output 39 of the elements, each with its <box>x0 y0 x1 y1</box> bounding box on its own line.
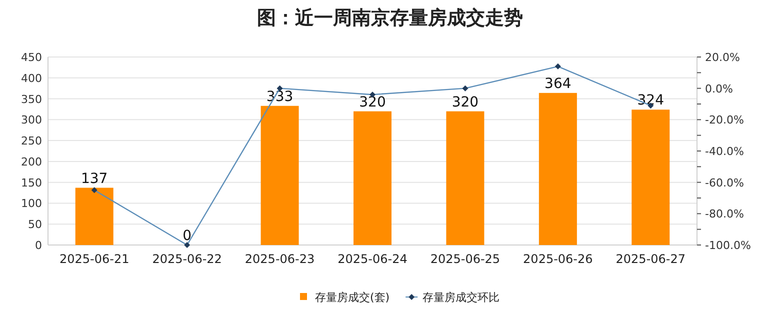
x-tick-label: 2025-06-23 <box>244 252 315 266</box>
y-tick-label: 250 <box>21 134 42 148</box>
x-tick-label: 2025-06-25 <box>430 252 500 266</box>
y2-tick-label: -80.0% <box>705 208 744 221</box>
bar <box>446 111 484 245</box>
data-label: 324 <box>637 92 664 109</box>
data-label: 320 <box>359 94 386 110</box>
y-tick-label: 300 <box>21 114 42 127</box>
data-label: 0 <box>182 228 192 244</box>
data-label: 320 <box>452 94 479 110</box>
bar <box>632 110 670 245</box>
x-tick-label: 2025-06-26 <box>523 252 593 266</box>
y-tick-label: 150 <box>21 176 42 190</box>
y2-tick-label: -40.0% <box>705 145 744 158</box>
bar <box>354 111 392 245</box>
y2-tick-label: 0.0% <box>705 82 733 96</box>
x-tick-label: 2025-06-24 <box>338 252 408 266</box>
y-tick-label: 400 <box>21 72 42 85</box>
chart-title: 图：近一周南京存量房成交走势 <box>257 7 523 29</box>
y-tick-label: 350 <box>21 92 42 106</box>
y2-tick-label: -20.0% <box>705 114 744 127</box>
y-tick-label: 450 <box>21 51 42 64</box>
legend-label: 存量房成交(套) <box>315 291 390 304</box>
bar <box>75 188 114 245</box>
legend-label: 存量房成交环比 <box>422 291 500 304</box>
bar <box>538 92 577 245</box>
y-tick-label: 50 <box>28 218 42 232</box>
y-tick-label: 0 <box>35 239 42 252</box>
y-tick-label: 100 <box>21 197 42 210</box>
data-label: 364 <box>544 76 572 92</box>
x-tick-label: 2025-06-22 <box>152 252 222 266</box>
y2-tick-label: -100.0% <box>705 239 751 252</box>
y2-tick-label: -60.0% <box>705 176 744 190</box>
y-tick-label: 200 <box>21 155 42 168</box>
y2-tick-label: 20.0% <box>705 51 740 64</box>
x-tick-label: 2025-06-21 <box>59 252 130 266</box>
bar <box>260 106 299 245</box>
data-label: 137 <box>80 170 108 187</box>
x-tick-label: 2025-06-27 <box>616 252 686 266</box>
